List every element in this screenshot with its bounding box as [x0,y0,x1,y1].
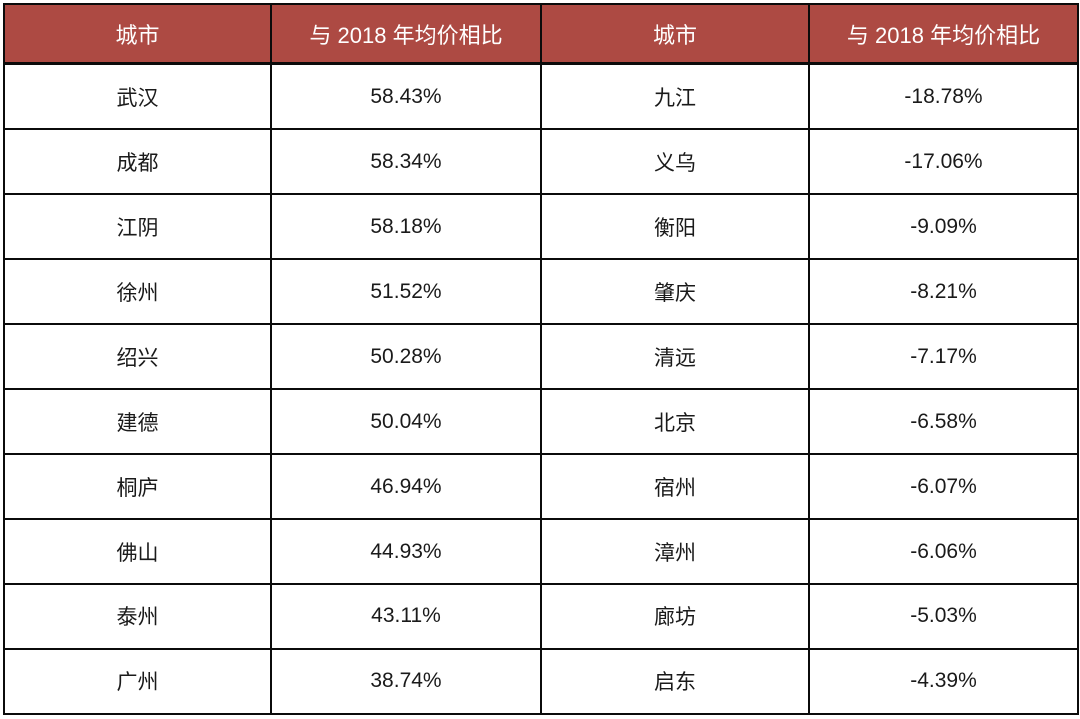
city-cell: 廊坊 [540,583,810,650]
table-row: 泰州 43.11% 廊坊 -5.03% [3,583,1079,650]
value-cell: 58.18% [270,193,542,261]
price-comparison-table-wrap: 城市 与 2018 年均价相比 城市 与 2018 年均价相比 武汉 58.43… [3,3,1079,716]
city-cell: 北京 [540,388,810,456]
city-cell: 桐庐 [3,453,272,521]
table-row: 徐州 51.52% 肇庆 -8.21% [3,258,1079,326]
value-cell: -6.58% [808,388,1079,456]
city-cell: 衡阳 [540,193,810,261]
city-cell: 武汉 [3,62,272,131]
city-cell: 漳州 [540,518,810,586]
table-row: 广州 38.74% 启东 -4.39% [3,647,1079,716]
value-cell: -6.07% [808,453,1079,521]
value-cell: 50.28% [270,323,542,391]
city-cell: 启东 [540,647,810,716]
value-cell: 58.43% [270,62,542,131]
table-row: 武汉 58.43% 九江 -18.78% [3,62,1079,131]
value-cell: -17.06% [808,128,1079,196]
value-cell: -6.06% [808,518,1079,586]
city-cell: 清远 [540,323,810,391]
table-row: 成都 58.34% 义乌 -17.06% [3,128,1079,196]
value-cell: 44.93% [270,518,542,586]
value-cell: 43.11% [270,583,542,650]
value-cell: 46.94% [270,453,542,521]
table-header: 城市 与 2018 年均价相比 城市 与 2018 年均价相比 [3,3,1079,65]
header-city-left: 城市 [3,3,272,65]
header-compare-left: 与 2018 年均价相比 [270,3,542,65]
city-cell: 徐州 [3,258,272,326]
table-body: 武汉 58.43% 九江 -18.78% 成都 58.34% 义乌 -17.06… [3,62,1079,716]
header-row: 城市 与 2018 年均价相比 城市 与 2018 年均价相比 [3,3,1079,65]
value-cell: -5.03% [808,583,1079,650]
city-cell: 义乌 [540,128,810,196]
city-cell: 绍兴 [3,323,272,391]
header-compare-right: 与 2018 年均价相比 [808,3,1079,65]
value-cell: 38.74% [270,647,542,716]
table-row: 佛山 44.93% 漳州 -6.06% [3,518,1079,586]
header-city-right: 城市 [540,3,810,65]
city-cell: 宿州 [540,453,810,521]
value-cell: 58.34% [270,128,542,196]
city-cell: 建德 [3,388,272,456]
value-cell: -9.09% [808,193,1079,261]
table-row: 建德 50.04% 北京 -6.58% [3,388,1079,456]
city-cell: 九江 [540,62,810,131]
value-cell: -8.21% [808,258,1079,326]
value-cell: -4.39% [808,647,1079,716]
value-cell: -7.17% [808,323,1079,391]
city-cell: 泰州 [3,583,272,650]
city-cell: 广州 [3,647,272,716]
table-row: 绍兴 50.28% 清远 -7.17% [3,323,1079,391]
city-cell: 江阴 [3,193,272,261]
city-cell: 成都 [3,128,272,196]
value-cell: -18.78% [808,62,1079,131]
city-cell: 佛山 [3,518,272,586]
city-cell: 肇庆 [540,258,810,326]
value-cell: 50.04% [270,388,542,456]
value-cell: 51.52% [270,258,542,326]
table-row: 江阴 58.18% 衡阳 -9.09% [3,193,1079,261]
price-comparison-table: 城市 与 2018 年均价相比 城市 与 2018 年均价相比 武汉 58.43… [3,3,1079,716]
table-row: 桐庐 46.94% 宿州 -6.07% [3,453,1079,521]
